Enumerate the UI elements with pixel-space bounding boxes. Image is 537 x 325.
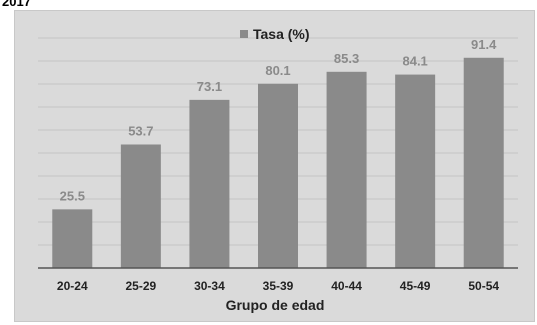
data-label: 91.4: [471, 37, 497, 52]
bar-50-54: [463, 57, 504, 268]
data-label: 53.7: [128, 123, 153, 138]
x-tick-labels: 20-24 25-29 30-34 35-39 40-44 45-49 50-54: [57, 279, 499, 293]
data-label: 80.1: [265, 63, 290, 78]
x-tick-label: 40-44: [331, 279, 362, 293]
header-year-fragment: 2017: [2, 0, 31, 9]
data-label: 84.1: [402, 54, 427, 69]
legend-label: Tasa (%): [253, 26, 310, 42]
data-labels: 25.5 53.7 73.1 80.1 85.3 84.1 91.4: [60, 37, 498, 204]
x-tick-label: 45-49: [400, 279, 431, 293]
bar-45-49: [395, 74, 436, 268]
x-tick-label: 50-54: [468, 279, 499, 293]
bars: [52, 57, 504, 269]
x-axis-title: Grupo de edad: [226, 297, 325, 313]
bar-20-24: [52, 209, 93, 268]
x-tick-label: 25-29: [126, 279, 157, 293]
data-label: 85.3: [334, 51, 359, 66]
x-tick-label: 35-39: [263, 279, 294, 293]
bar-40-44: [326, 71, 367, 268]
bar-35-39: [258, 83, 298, 269]
x-tick-label: 20-24: [57, 279, 88, 293]
legend-swatch: [240, 30, 248, 38]
data-label: 25.5: [60, 188, 85, 203]
x-tick-label: 30-34: [194, 279, 225, 293]
bar-30-34: [189, 99, 230, 269]
bar-25-29: [120, 144, 161, 268]
data-label: 73.1: [197, 79, 222, 94]
